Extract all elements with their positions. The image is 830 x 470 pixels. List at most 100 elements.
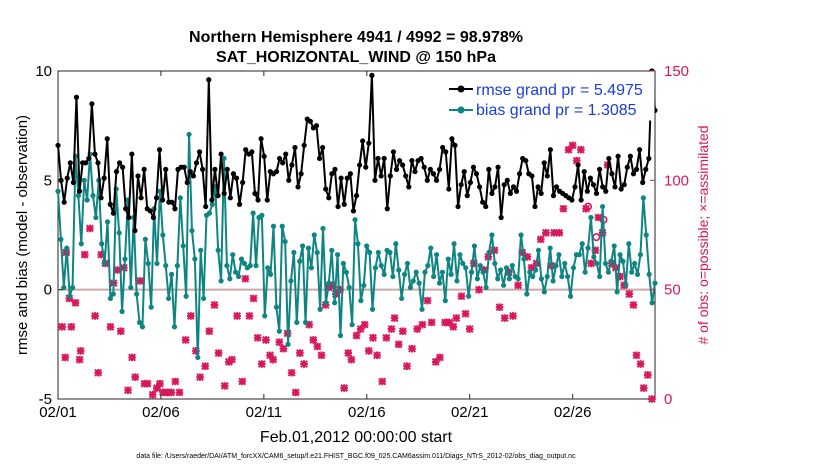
bias-point	[463, 265, 469, 271]
rmse-point	[326, 195, 332, 201]
data-file-footer: data file: /Users/raeder/DAI/ATM_forcXX/…	[136, 453, 576, 460]
obs-assimilated-marker	[253, 333, 262, 342]
bias-point	[477, 263, 483, 269]
bias-point	[401, 271, 408, 277]
bias-point	[267, 271, 274, 277]
obs-assimilated-marker	[94, 368, 103, 377]
bias-point	[265, 265, 271, 271]
bias-point	[416, 280, 422, 286]
obs-assimilated-marker	[418, 320, 427, 329]
rmse-point	[86, 155, 92, 162]
bias-point	[55, 188, 61, 194]
y-right-tick-label: 50	[664, 282, 681, 299]
bias-point	[183, 293, 189, 299]
rmse-point	[316, 155, 323, 162]
bias-point	[410, 278, 416, 284]
rmse-point	[160, 197, 166, 203]
obs-assimilated-marker	[500, 314, 509, 323]
bias-point	[436, 280, 443, 286]
obs-assimilated-marker	[509, 311, 517, 320]
obs-assimilated-marker	[233, 311, 242, 320]
rmse-point	[418, 155, 424, 162]
bias-point	[419, 306, 425, 312]
rmse-point	[215, 193, 221, 199]
rmse-point	[107, 201, 113, 207]
rmse-point	[329, 171, 335, 177]
obs-assimilated-marker	[143, 379, 152, 388]
rmse-point	[89, 101, 95, 107]
bias-point	[302, 319, 309, 326]
bias-point	[480, 269, 486, 275]
bias-point	[224, 263, 230, 269]
obs-assimilated-marker	[106, 322, 115, 331]
rmse-point	[301, 142, 307, 148]
rmse-point	[541, 160, 547, 166]
rmse-point	[347, 171, 353, 177]
obs-assimilated-marker	[344, 349, 353, 357]
bias-point	[390, 273, 396, 280]
bias-point	[530, 273, 536, 280]
bias-point	[486, 249, 492, 256]
bias-point	[372, 265, 379, 271]
obs-assimilated-marker	[163, 388, 172, 397]
bias-point	[369, 306, 376, 312]
bias-point	[305, 245, 312, 251]
obs-assimilated-marker	[445, 318, 454, 327]
obs-assimilated-marker	[305, 320, 314, 329]
rmse-point	[218, 151, 224, 157]
bias-point	[492, 260, 498, 267]
bias-point	[466, 293, 472, 299]
bias-point	[116, 230, 122, 236]
rmse-point	[400, 162, 406, 168]
bias-point	[334, 252, 341, 258]
rmse-point	[123, 206, 129, 212]
bias-point	[582, 269, 588, 275]
obs-assimilated-marker	[364, 346, 373, 355]
x-tick-label: 02/16	[348, 404, 386, 421]
obs-assimilated-marker	[249, 294, 258, 303]
bias-point	[413, 269, 419, 275]
obs-assimilated-marker	[152, 384, 161, 392]
bias-point	[235, 273, 242, 280]
bias-point	[364, 243, 370, 249]
bias-point	[84, 197, 90, 203]
rmse-point	[255, 197, 261, 203]
bias-point	[311, 232, 317, 238]
rmse-point	[313, 123, 320, 129]
bias-point	[451, 241, 457, 247]
rmse-point	[483, 203, 489, 210]
bias-point	[515, 276, 521, 282]
bias-point	[605, 269, 612, 275]
rmse-point	[461, 168, 467, 175]
rmse-point	[110, 210, 116, 216]
bias-point	[75, 193, 81, 199]
obs-assimilated-marker	[559, 204, 568, 213]
bias-point	[588, 214, 594, 221]
legend-rmse-label: rmse grand pr = 5.4975	[476, 82, 643, 99]
rmse-point	[538, 190, 544, 197]
rmse-point	[193, 160, 200, 166]
obs-assimilated-marker	[461, 309, 470, 318]
bias-point	[367, 249, 373, 256]
obs-assimilated-marker	[423, 296, 432, 305]
obs-assimilated-marker	[175, 388, 184, 397]
bias-point	[550, 278, 556, 284]
chart-title-line1: Northern Hemisphere 4941 / 4992 = 98.978…	[189, 29, 523, 46]
obs-assimilated-marker	[398, 327, 407, 336]
obs-assimilated-marker	[541, 228, 550, 237]
bias-point	[509, 263, 515, 269]
y-left-tick-label: 10	[35, 63, 52, 80]
bias-point	[238, 256, 245, 262]
rmse-point	[280, 160, 286, 166]
bias-point	[632, 260, 638, 267]
bias-point	[381, 271, 387, 277]
legend-bias-marker	[457, 106, 465, 114]
bias-point	[591, 254, 597, 260]
rmse-point	[390, 149, 397, 155]
bias-point	[332, 300, 338, 306]
rmse-point	[261, 153, 267, 159]
rmse-point	[249, 149, 255, 155]
rmse-point	[298, 171, 304, 177]
rmse-point	[575, 162, 581, 168]
bias-point	[119, 308, 125, 315]
